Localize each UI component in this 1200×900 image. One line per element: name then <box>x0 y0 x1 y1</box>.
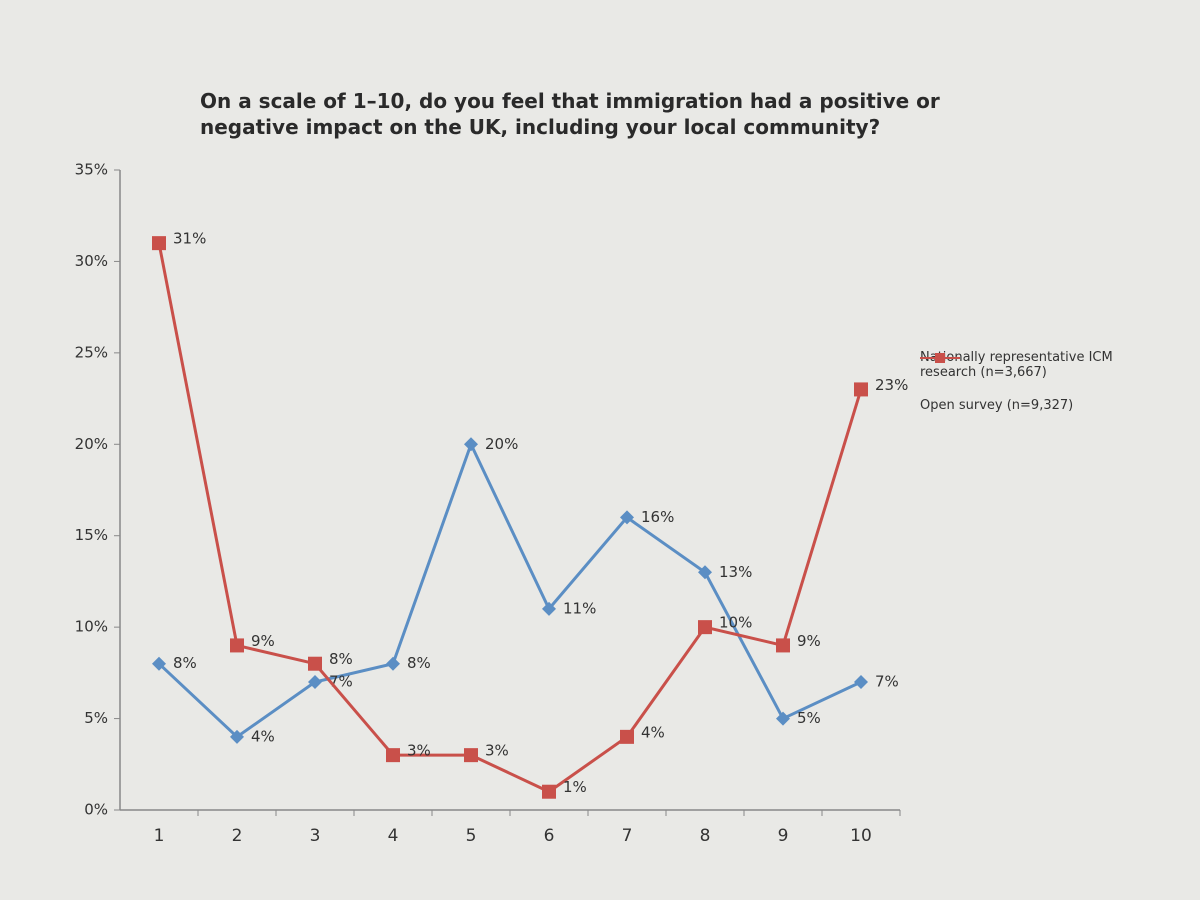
x-tick-label: 8 <box>700 826 711 846</box>
x-tick-label: 6 <box>544 826 555 846</box>
data-label: 9% <box>797 632 821 650</box>
data-label: 1% <box>563 778 587 796</box>
y-tick-label: 10% <box>75 618 108 636</box>
data-label: 4% <box>641 723 665 741</box>
marker <box>152 236 166 251</box>
x-tick-label: 9 <box>778 826 789 846</box>
marker <box>776 638 790 653</box>
x-tick-label: 10 <box>850 826 872 846</box>
y-tick-label: 20% <box>75 435 108 453</box>
x-tick-label: 7 <box>622 826 633 846</box>
legend-item: Nationally representative ICM research (… <box>920 350 1160 380</box>
marker <box>776 711 790 726</box>
marker <box>542 784 556 799</box>
x-tick-label: 3 <box>310 826 321 846</box>
data-label: 5% <box>797 709 821 727</box>
data-label: 3% <box>407 742 431 760</box>
marker <box>230 729 244 744</box>
data-label: 11% <box>563 599 596 617</box>
y-tick-label: 5% <box>84 709 108 727</box>
legend: Nationally representative ICM research (… <box>920 350 1160 431</box>
data-label: 7% <box>875 673 899 691</box>
marker <box>230 638 244 653</box>
marker <box>620 729 634 744</box>
marker <box>698 620 712 635</box>
marker <box>308 656 322 671</box>
marker <box>464 437 478 452</box>
data-label: 7% <box>329 673 353 691</box>
y-tick-label: 25% <box>75 343 108 361</box>
series-line <box>157 242 863 794</box>
marker <box>386 656 400 671</box>
x-tick-label: 4 <box>388 826 399 846</box>
marker <box>386 748 400 763</box>
data-label: 20% <box>485 435 518 453</box>
legend-item: Open survey (n=9,327) <box>920 353 1160 413</box>
data-label: 8% <box>173 654 197 672</box>
y-tick-label: 0% <box>84 801 108 819</box>
series-line <box>157 440 862 739</box>
legend-label: Open survey (n=9,327) <box>920 398 1074 413</box>
data-label: 9% <box>251 632 275 650</box>
y-tick-label: 15% <box>75 526 108 544</box>
y-tick-label: 30% <box>75 252 108 270</box>
marker <box>620 510 634 525</box>
data-label: 16% <box>641 508 674 526</box>
x-tick-label: 2 <box>232 826 243 846</box>
legend-key <box>920 353 960 363</box>
marker <box>464 748 478 763</box>
data-label: 31% <box>173 230 206 248</box>
data-label: 13% <box>719 563 752 581</box>
data-label: 8% <box>407 654 431 672</box>
marker <box>308 675 322 689</box>
legend-marker <box>935 353 945 363</box>
chart-title: On a scale of 1–10, do you feel that imm… <box>200 89 940 139</box>
y-tick-label: 35% <box>75 161 108 179</box>
marker <box>854 675 868 689</box>
marker <box>854 382 868 397</box>
marker <box>152 656 166 671</box>
legend-label: Nationally representative ICM research (… <box>920 350 1113 380</box>
marker <box>542 601 556 616</box>
data-label: 23% <box>875 376 908 394</box>
data-label: 3% <box>485 742 509 760</box>
x-tick-label: 5 <box>466 826 477 846</box>
data-label: 10% <box>719 614 752 632</box>
data-label: 4% <box>251 727 275 745</box>
x-tick-label: 1 <box>154 826 165 846</box>
marker <box>698 565 712 580</box>
data-label: 8% <box>329 650 353 668</box>
